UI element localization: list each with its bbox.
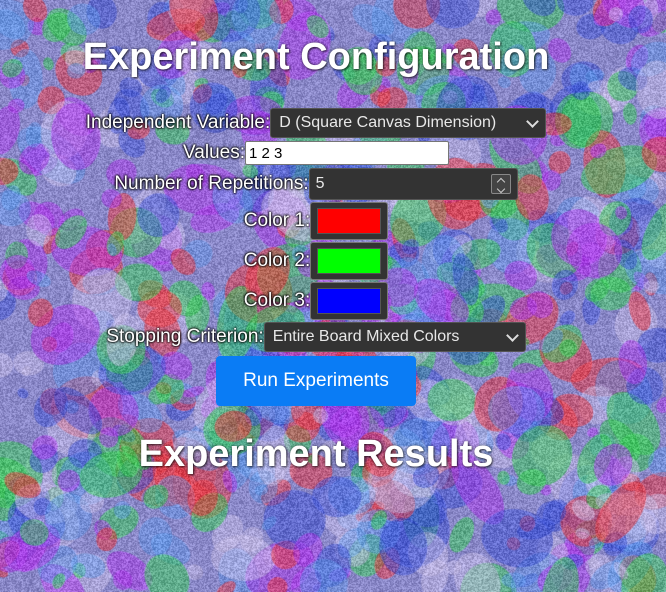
stopping-criterion-select[interactable]: Entire Board Mixed Colors [263,322,526,352]
color3-swatch [317,288,382,314]
repetitions-input[interactable]: 5 [308,168,518,200]
values-row: Values: [0,141,632,165]
repetitions-row: Number of Repetitions: 5 [0,168,632,200]
spinner-icon[interactable] [490,174,511,194]
values-input[interactable] [244,141,449,165]
run-experiments-button[interactable]: Run Experiments [216,356,416,406]
color1-picker[interactable] [310,202,389,240]
independent-variable-value: D (Square Canvas Dimension) [279,114,497,131]
independent-variable-select[interactable]: D (Square Canvas Dimension) [270,108,547,138]
config-title: Experiment Configuration [82,36,550,78]
repetitions-value: 5 [315,175,325,192]
results-title: Experiment Results [138,433,494,475]
independent-variable-label: Independent Variable: [85,112,271,133]
color1-swatch [317,208,382,234]
color2-label: Color 2: [243,250,311,271]
chevron-down-icon [526,114,540,128]
color1-row: Color 1: [0,202,632,240]
color2-row: Color 2: [0,242,632,280]
color3-label: Color 3: [243,290,311,311]
color2-swatch [317,248,382,274]
color2-picker[interactable] [310,242,389,280]
stopping-criterion-label: Stopping Criterion: [106,326,264,347]
values-label: Values: [183,142,245,163]
independent-variable-row: Independent Variable: D (Square Canvas D… [0,108,632,138]
color3-picker[interactable] [310,282,389,320]
repetitions-label: Number of Repetitions: [114,173,309,194]
stopping-criterion-row: Stopping Criterion: Entire Board Mixed C… [0,322,632,352]
color3-row: Color 3: [0,282,632,320]
color1-label: Color 1: [243,210,311,231]
chevron-down-icon [505,328,519,342]
stopping-criterion-value: Entire Board Mixed Colors [272,328,460,345]
